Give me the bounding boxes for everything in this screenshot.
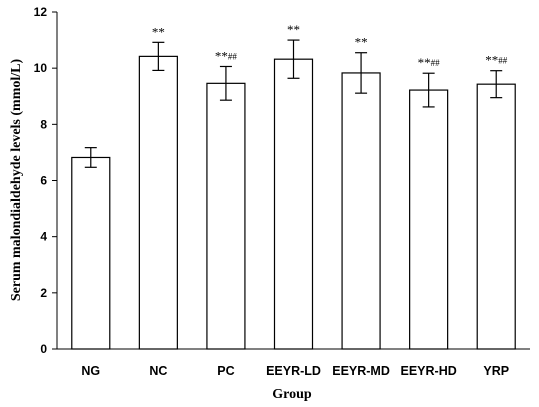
significance-label: **## [215, 48, 238, 63]
bar-eeyr-hd [409, 89, 449, 350]
y-axis-title: Serum malondialdehyde levels (mmol/L) [9, 59, 24, 302]
bar-nc [138, 55, 178, 350]
y-axis: 0 2 4 6 8 10 12 [34, 5, 58, 356]
x-tick-label: NG [81, 364, 100, 378]
bar-eeyr-md [341, 72, 381, 350]
y-tick-label: 10 [34, 61, 48, 75]
y-tick-label: 2 [40, 286, 47, 300]
significance-label: ** [355, 35, 368, 50]
significance-label: ** [152, 24, 165, 39]
significance-stars: ** [485, 53, 498, 68]
y-tick-label: 12 [34, 5, 48, 19]
x-axis: NG NC PC EEYR-LD EEYR-MD EEYR-HD YRP [57, 348, 530, 378]
significance-stars: ** [355, 35, 368, 50]
bar-pc [206, 82, 246, 350]
bar-ng [71, 156, 111, 350]
significance-annotations: ****##******## **## [152, 22, 508, 70]
significance-label: **## [418, 55, 441, 70]
significance-stars: ** [152, 24, 165, 39]
x-axis-title: Group [272, 387, 312, 402]
x-tick-label: PC [217, 364, 234, 378]
y-tick-label: 6 [40, 174, 47, 188]
y-tick-label: 4 [40, 230, 47, 244]
significance-label: **## [485, 53, 508, 68]
bars [71, 55, 516, 350]
significance-label: ** [287, 22, 300, 37]
bar-eeyr-ld [273, 58, 314, 350]
y-tick-label: 0 [40, 342, 47, 356]
significance-stars: ** [215, 48, 228, 63]
x-tick-label: EEYR-HD [401, 364, 457, 378]
x-tick-label: EEYR-MD [332, 364, 390, 378]
x-tick-label: NC [149, 364, 167, 378]
x-tick-label: EEYR-LD [266, 364, 321, 378]
significance-hashes: ## [498, 56, 508, 66]
significance-hashes: ## [228, 51, 238, 61]
significance-stars: ** [418, 55, 431, 70]
error-bars [84, 39, 503, 168]
bar-yrp [476, 83, 516, 350]
y-tick-label: 8 [40, 117, 47, 131]
x-tick-label: YRP [483, 364, 509, 378]
significance-hashes: ## [431, 58, 441, 68]
significance-stars: ** [287, 22, 300, 37]
